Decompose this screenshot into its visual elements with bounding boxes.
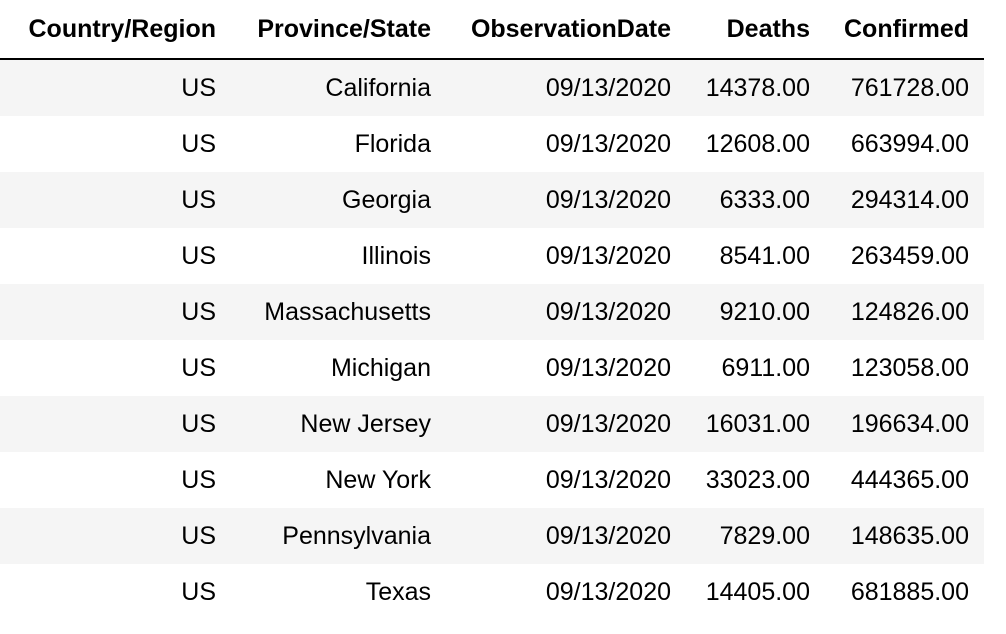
cell-country-region: US — [0, 172, 231, 228]
cell-observation-date: 09/13/2020 — [446, 452, 686, 508]
table-row: US Michigan 09/13/2020 6911.00 123058.00 — [0, 340, 984, 396]
cell-country-region: US — [0, 59, 231, 116]
cell-confirmed: 196634.00 — [825, 396, 984, 452]
table-row: US Pennsylvania 09/13/2020 7829.00 148635.00 — [0, 508, 984, 564]
header-observation-date: ObservationDate — [446, 0, 686, 60]
cell-country-region: US — [0, 508, 231, 564]
header-confirmed: Confirmed — [825, 0, 984, 60]
cell-confirmed: 681885.00 — [825, 564, 984, 620]
cell-observation-date: 09/13/2020 — [446, 508, 686, 564]
cell-deaths: 16031.00 — [686, 396, 825, 452]
cell-deaths: 8541.00 — [686, 228, 825, 284]
table-body: US California 09/13/2020 14378.00 761728.00 U… — [0, 59, 984, 620]
table-row: US Texas 09/13/2020 14405.00 681885.00 — [0, 564, 984, 620]
cell-deaths: 33023.00 — [686, 452, 825, 508]
cell-confirmed: 663994.00 — [825, 116, 984, 172]
cell-province-state: Texas — [231, 564, 446, 620]
cell-deaths: 7829.00 — [686, 508, 825, 564]
cell-country-region: US — [0, 452, 231, 508]
cell-observation-date: 09/13/2020 — [446, 116, 686, 172]
header-country-region: Country/Region — [0, 0, 231, 60]
table-row: US Georgia 09/13/2020 6333.00 294314.00 — [0, 172, 984, 228]
header-deaths: Deaths — [686, 0, 825, 60]
table-header: Country/Region Province/State Observatio… — [0, 0, 984, 60]
cell-province-state: Florida — [231, 116, 446, 172]
cell-province-state: Michigan — [231, 340, 446, 396]
table-row: US Illinois 09/13/2020 8541.00 263459.00 — [0, 228, 984, 284]
cell-confirmed: 123058.00 — [825, 340, 984, 396]
table-row: US New Jersey 09/13/2020 16031.00 196634.00 — [0, 396, 984, 452]
cell-observation-date: 09/13/2020 — [446, 340, 686, 396]
cell-observation-date: 09/13/2020 — [446, 228, 686, 284]
cell-country-region: US — [0, 396, 231, 452]
cell-country-region: US — [0, 228, 231, 284]
cell-deaths: 9210.00 — [686, 284, 825, 340]
table-row: US Florida 09/13/2020 12608.00 663994.00 — [0, 116, 984, 172]
header-row: Country/Region Province/State Observatio… — [0, 0, 984, 60]
table-row: US California 09/13/2020 14378.00 761728.00 — [0, 59, 984, 116]
cell-confirmed: 761728.00 — [825, 59, 984, 116]
cell-province-state: New Jersey — [231, 396, 446, 452]
cell-confirmed: 263459.00 — [825, 228, 984, 284]
cell-confirmed: 294314.00 — [825, 172, 984, 228]
cell-observation-date: 09/13/2020 — [446, 172, 686, 228]
cell-deaths: 6911.00 — [686, 340, 825, 396]
cell-country-region: US — [0, 284, 231, 340]
cell-deaths: 6333.00 — [686, 172, 825, 228]
cell-observation-date: 09/13/2020 — [446, 564, 686, 620]
cell-observation-date: 09/13/2020 — [446, 396, 686, 452]
cell-country-region: US — [0, 340, 231, 396]
cell-deaths: 14378.00 — [686, 59, 825, 116]
cell-country-region: US — [0, 116, 231, 172]
table-row: US Massachusetts 09/13/2020 9210.00 124826.0… — [0, 284, 984, 340]
cell-province-state: Pennsylvania — [231, 508, 446, 564]
cell-province-state: Massachusetts — [231, 284, 446, 340]
cell-observation-date: 09/13/2020 — [446, 59, 686, 116]
cell-province-state: Georgia — [231, 172, 446, 228]
header-province-state: Province/State — [231, 0, 446, 60]
table-row: US New York 09/13/2020 33023.00 444365.00 — [0, 452, 984, 508]
cell-observation-date: 09/13/2020 — [446, 284, 686, 340]
cell-confirmed: 444365.00 — [825, 452, 984, 508]
data-table-container: Country/Region Province/State Observatio… — [0, 0, 984, 620]
cell-country-region: US — [0, 564, 231, 620]
cell-deaths: 12608.00 — [686, 116, 825, 172]
data-table: Country/Region Province/State Observatio… — [0, 0, 984, 620]
cell-confirmed: 124826.00 — [825, 284, 984, 340]
cell-deaths: 14405.00 — [686, 564, 825, 620]
cell-province-state: New York — [231, 452, 446, 508]
cell-province-state: Illinois — [231, 228, 446, 284]
cell-confirmed: 148635.00 — [825, 508, 984, 564]
cell-province-state: California — [231, 59, 446, 116]
